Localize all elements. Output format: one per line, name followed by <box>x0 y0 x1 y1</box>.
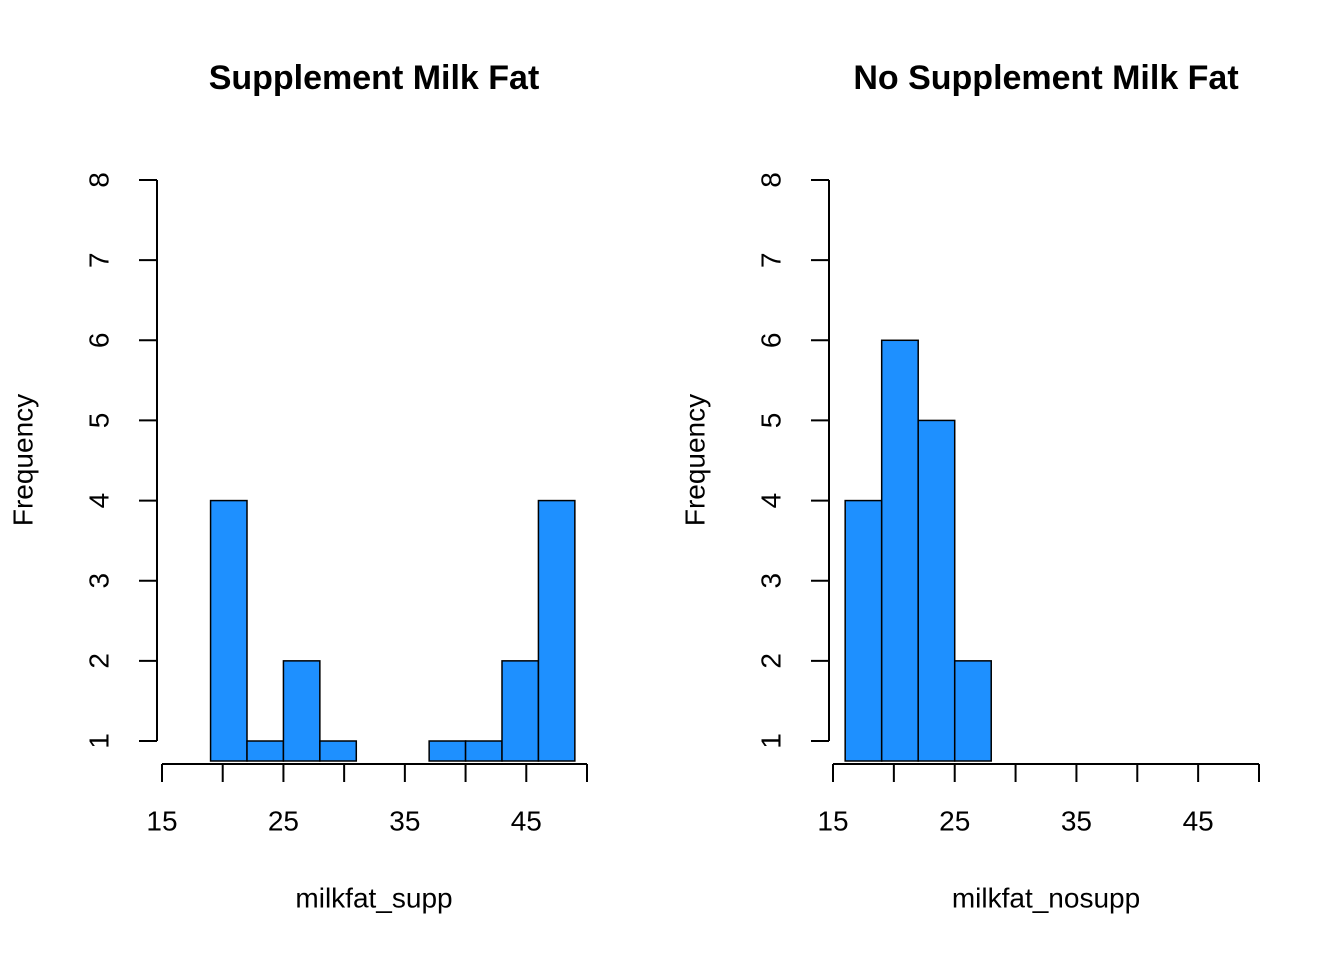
x-axis-label: milkfat_nosupp <box>952 882 1140 913</box>
y-tick-label: 5 <box>83 413 114 429</box>
bar <box>282 660 321 762</box>
bar <box>464 740 503 762</box>
y-tick-label: 5 <box>755 413 786 429</box>
bar <box>844 499 883 762</box>
x-tick-label: 25 <box>268 805 299 836</box>
y-tick-label: 1 <box>83 733 114 749</box>
x-tick-label: 35 <box>389 805 420 836</box>
x-axis-label: milkfat_supp <box>295 882 452 913</box>
y-axis-label: Frequency <box>679 394 710 526</box>
y-tick-label: 8 <box>83 172 114 188</box>
y-tick-label: 8 <box>755 172 786 188</box>
bar <box>953 660 992 762</box>
y-tick-label: 2 <box>83 653 114 669</box>
bar <box>917 419 956 762</box>
y-tick-label: 1 <box>755 733 786 749</box>
y-tick-label: 7 <box>755 252 786 268</box>
y-tick-label: 6 <box>755 332 786 348</box>
x-tick-label: 15 <box>146 805 177 836</box>
x-tick-label: 15 <box>817 805 848 836</box>
y-tick-label: 3 <box>83 573 114 589</box>
bar <box>209 499 248 762</box>
y-tick-label: 4 <box>755 493 786 509</box>
y-axis-label: Frequency <box>7 394 38 526</box>
y-tick-label: 2 <box>755 653 786 669</box>
bar <box>428 740 467 762</box>
bar <box>319 740 358 762</box>
y-tick-label: 3 <box>755 573 786 589</box>
x-tick-label: 35 <box>1061 805 1092 836</box>
x-tick-label: 45 <box>1183 805 1214 836</box>
bar <box>501 660 540 762</box>
y-tick-label: 4 <box>83 493 114 509</box>
x-tick-label: 45 <box>511 805 542 836</box>
x-tick-label: 25 <box>939 805 970 836</box>
bar <box>537 499 576 762</box>
bar <box>246 740 285 762</box>
y-tick-label: 7 <box>83 252 114 268</box>
bar <box>880 339 919 762</box>
chart-title: Supplement Milk Fat <box>209 59 540 97</box>
chart-title: No Supplement Milk Fat <box>853 59 1238 97</box>
y-tick-label: 6 <box>83 332 114 348</box>
